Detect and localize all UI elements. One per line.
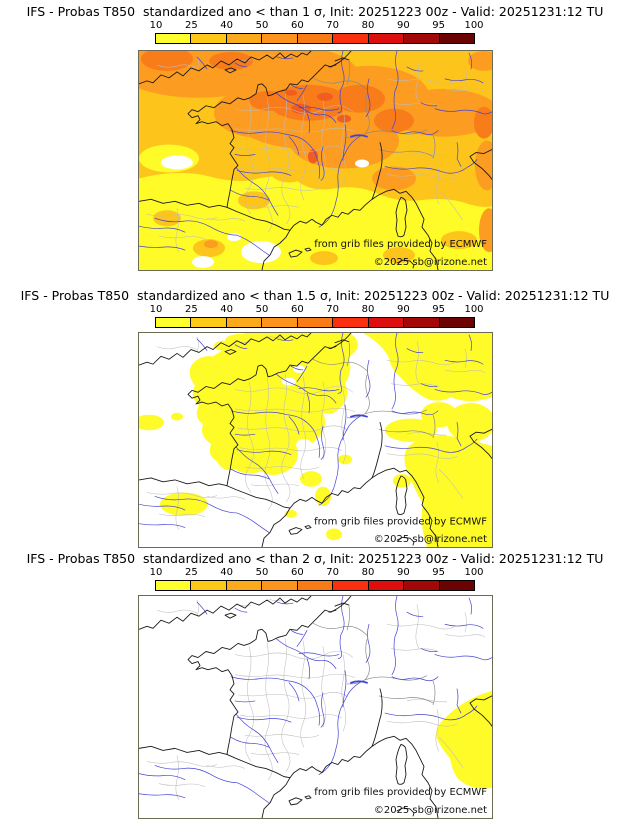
- panel-sigma-1-5: IFS - Probas T850 standardized ano < tha…: [0, 287, 630, 550]
- colorbar-ticks: 10 25 40 50 60 70 80 90 95 100: [150, 20, 484, 32]
- colorbar-tick-label: 80: [361, 304, 375, 315]
- colorbar-segment: [261, 34, 297, 43]
- colorbar-tick-label: 100: [464, 304, 484, 315]
- colorbar-ticks: 10 25 40 50 60 70 80 90 95 100: [150, 567, 484, 579]
- attribution-source: from grib files provided by ECMWF: [314, 239, 487, 250]
- probability-map-sigma-1-5: from grib files provided by ECMWF ©2025 …: [133, 329, 495, 548]
- attribution-source: from grib files provided by ECMWF: [314, 787, 487, 798]
- colorbar-segment: [367, 34, 404, 43]
- attribution-copyright: ©2025 sb@irizone.net: [373, 805, 486, 816]
- colorbar-tick-label: 50: [255, 304, 269, 315]
- colorbar-segment: [261, 318, 297, 327]
- colorbar-segment: [296, 318, 333, 327]
- colorbar-segment: [190, 581, 226, 590]
- colorbar-segment: [225, 581, 262, 590]
- colorbar-tick-label: 60: [290, 304, 304, 315]
- colorbar-tick-label: 70: [326, 567, 340, 578]
- colorbar-tick-label: 95: [432, 304, 446, 315]
- colorbar-segment: [403, 581, 439, 590]
- colorbar-tick-label: 100: [464, 567, 484, 578]
- colorbar: [155, 580, 475, 591]
- colorbar-ticks: 10 25 40 50 60 70 80 90 95 100: [150, 304, 484, 316]
- colorbar-segment: [403, 318, 439, 327]
- colorbar-segment: [403, 34, 439, 43]
- panel-sigma-1: IFS - Probas T850 standardized ano < tha…: [0, 0, 630, 287]
- colorbar-segment: [156, 318, 191, 327]
- colorbar-segment: [296, 34, 333, 43]
- probability-fill-layer: [138, 596, 492, 818]
- colorbar-segment: [332, 34, 368, 43]
- colorbar-segment: [156, 581, 191, 590]
- colorbar: [155, 33, 475, 44]
- colorbar-tick-label: 60: [290, 567, 304, 578]
- colorbar-tick-label: 80: [361, 567, 375, 578]
- colorbar-tick-label: 90: [396, 567, 410, 578]
- colorbar-tick-label: 50: [255, 567, 269, 578]
- colorbar-tick-label: 10: [149, 567, 163, 578]
- probability-fill-layer: [113, 34, 500, 270]
- colorbar-segment: [367, 581, 404, 590]
- colorbar-segment: [225, 34, 262, 43]
- colorbar-segment: [332, 318, 368, 327]
- attribution-source: from grib files provided by ECMWF: [314, 517, 487, 528]
- probability-map-sigma-1: from grib files provided by ECMWF ©2025 …: [113, 34, 500, 271]
- colorbar-tick-label: 10: [149, 20, 163, 31]
- probability-map-sigma-2: from grib files provided by ECMWF ©2025 …: [137, 595, 493, 819]
- colorbar-tick-label: 80: [361, 20, 375, 31]
- colorbar-tick-label: 25: [184, 304, 198, 315]
- colorbar-tick-label: 40: [220, 20, 234, 31]
- panel-sigma-2: IFS - Probas T850 standardized ano < tha…: [0, 550, 630, 828]
- colorbar-tick-label: 25: [184, 567, 198, 578]
- panel-title: IFS - Probas T850 standardized ano < tha…: [26, 4, 604, 19]
- colorbar-tick-label: 40: [220, 567, 234, 578]
- panel-title: IFS - Probas T850 standardized ano < tha…: [26, 551, 604, 566]
- colorbar-tick-label: 70: [326, 304, 340, 315]
- colorbar-tick-label: 50: [255, 20, 269, 31]
- attribution-copyright: ©2025 sb@irizone.net: [373, 534, 486, 545]
- colorbar-tick-label: 100: [464, 20, 484, 31]
- colorbar-segment: [367, 318, 404, 327]
- colorbar-segment: [190, 34, 226, 43]
- colorbar-segment: [332, 581, 368, 590]
- colorbar-segment: [261, 581, 297, 590]
- colorbar-tick-label: 25: [184, 20, 198, 31]
- colorbar-segment: [156, 34, 191, 43]
- colorbar-segment: [225, 318, 262, 327]
- colorbar: [155, 317, 475, 328]
- colorbar-segment: [190, 318, 226, 327]
- colorbar-tick-label: 60: [290, 20, 304, 31]
- probability-fill-layer: [133, 329, 495, 547]
- colorbar-tick-label: 70: [326, 20, 340, 31]
- colorbar-segment: [296, 581, 333, 590]
- colorbar-segment: [438, 581, 474, 590]
- attribution-copyright: ©2025 sb@irizone.net: [373, 257, 486, 268]
- colorbar-tick-label: 90: [396, 20, 410, 31]
- colorbar-tick-label: 40: [220, 304, 234, 315]
- colorbar-tick-label: 90: [396, 304, 410, 315]
- colorbar-segment: [438, 318, 474, 327]
- colorbar-tick-label: 95: [432, 20, 446, 31]
- colorbar-tick-label: 95: [432, 567, 446, 578]
- panel-title: IFS - Probas T850 standardized ano < tha…: [20, 288, 610, 303]
- colorbar-segment: [438, 34, 474, 43]
- colorbar-tick-label: 10: [149, 304, 163, 315]
